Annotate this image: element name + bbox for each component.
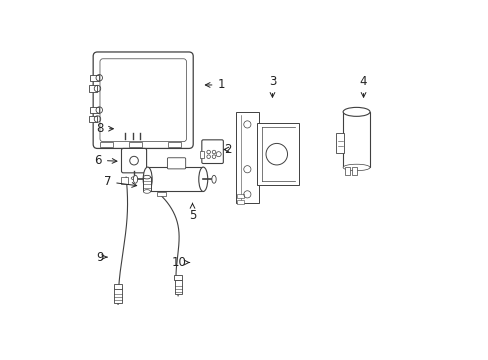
- Ellipse shape: [143, 190, 150, 193]
- Text: 1: 1: [205, 78, 224, 91]
- FancyBboxPatch shape: [121, 148, 146, 173]
- Ellipse shape: [343, 164, 369, 171]
- Text: 5: 5: [188, 203, 196, 222]
- Bar: [143, 177, 150, 192]
- Text: 2: 2: [224, 143, 232, 156]
- FancyBboxPatch shape: [93, 52, 193, 148]
- Bar: [168, 142, 181, 147]
- Ellipse shape: [211, 175, 216, 183]
- Bar: [121, 177, 128, 184]
- Text: 9: 9: [97, 251, 107, 264]
- Ellipse shape: [131, 177, 137, 180]
- Bar: [335, 134, 343, 153]
- Bar: [114, 284, 122, 289]
- Ellipse shape: [198, 167, 207, 192]
- Ellipse shape: [133, 175, 137, 183]
- Bar: [147, 167, 203, 192]
- Text: 3: 3: [268, 75, 276, 97]
- Bar: [156, 192, 165, 197]
- Bar: [343, 112, 369, 167]
- Bar: [88, 116, 97, 122]
- Bar: [128, 142, 142, 147]
- Bar: [90, 75, 99, 81]
- FancyBboxPatch shape: [202, 140, 223, 163]
- Text: 8: 8: [97, 122, 113, 135]
- Text: 7: 7: [103, 175, 136, 188]
- Bar: [174, 280, 182, 294]
- FancyBboxPatch shape: [100, 59, 186, 141]
- Bar: [88, 85, 97, 92]
- Ellipse shape: [343, 107, 369, 116]
- Bar: [236, 194, 244, 198]
- Bar: [114, 288, 122, 303]
- Text: 6: 6: [94, 154, 117, 167]
- Bar: [236, 201, 244, 204]
- Bar: [344, 167, 349, 175]
- Text: 10: 10: [171, 256, 189, 269]
- Bar: [257, 123, 298, 185]
- Text: 4: 4: [359, 75, 366, 97]
- FancyBboxPatch shape: [116, 121, 148, 135]
- Ellipse shape: [143, 167, 152, 192]
- Bar: [174, 275, 182, 280]
- Bar: [351, 167, 356, 175]
- FancyBboxPatch shape: [167, 158, 185, 169]
- Bar: [90, 107, 99, 113]
- Bar: [235, 112, 258, 203]
- Ellipse shape: [143, 175, 150, 179]
- Bar: [199, 150, 203, 158]
- Bar: [100, 142, 113, 147]
